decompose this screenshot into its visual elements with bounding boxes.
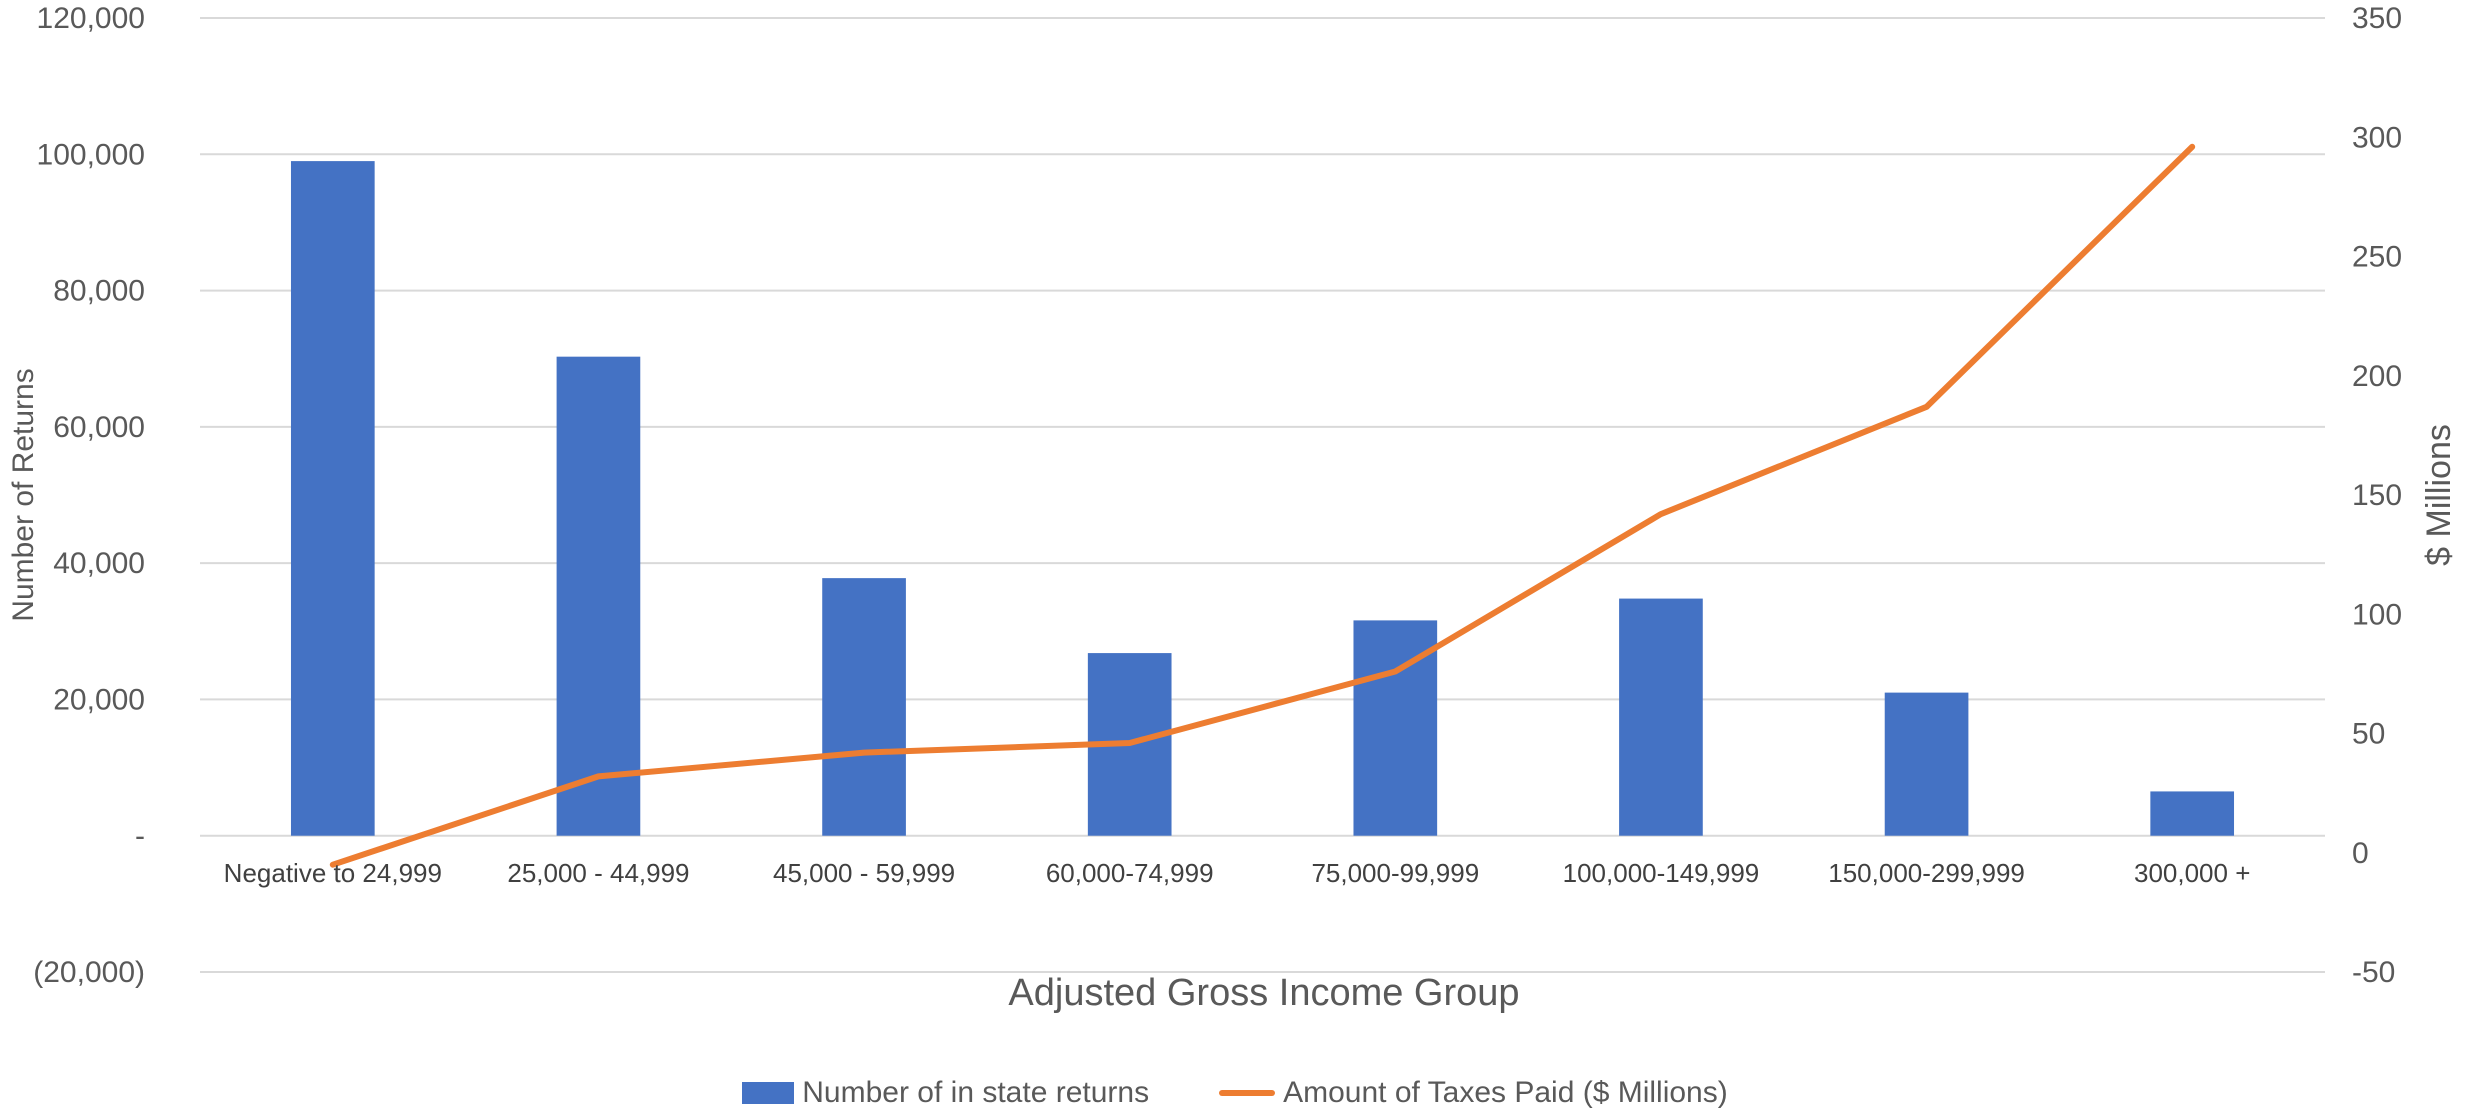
x-tick-label: 75,000-99,999 — [1311, 858, 1479, 888]
bar — [290, 161, 375, 836]
line-series — [329, 143, 2196, 868]
x-tick-label: Negative to 24,999 — [224, 858, 442, 888]
y2-tick-label: 150 — [2352, 479, 2402, 512]
y-tick-label: (20,000) — [33, 956, 145, 989]
y2-axis-title: $ Millions — [2420, 424, 2458, 566]
legend: Number of in state returns Amount of Tax… — [0, 1068, 2470, 1118]
y2-tick-label: 250 — [2352, 241, 2402, 274]
x-tick-label: 25,000 - 44,999 — [507, 858, 689, 888]
legend-bar-label: Number of in state returns — [802, 1076, 1150, 1109]
y2-tick-label: 300 — [2352, 121, 2402, 154]
legend-bar-swatch — [742, 1082, 795, 1104]
bar — [1884, 692, 1969, 836]
legend-item-line: Amount of Taxes Paid ($ Millions) — [1219, 1076, 1728, 1110]
y-axis-title: Number of Returns — [7, 368, 40, 621]
left-axis-ticks: (20,000) - 20,000 40,000 60,000 80,000 100,000… — [33, 2, 145, 989]
x-tick-label: 45,000 - 59,999 — [773, 858, 955, 888]
series-line — [329, 143, 2196, 868]
category-axis-labels: Negative to 24,999 25,000 - 44,999 45,000 … — [224, 858, 2251, 888]
x-tick-label: 60,000-74,999 — [1046, 858, 1214, 888]
y2-tick-label: 350 — [2352, 2, 2402, 35]
legend-item-bars: Number of in state returns — [742, 1076, 1149, 1110]
bar-series — [290, 161, 2235, 836]
y-tick-label: 40,000 — [53, 547, 145, 580]
bar — [1619, 598, 1703, 836]
y2-tick-label: 0 — [2352, 837, 2369, 870]
bar — [2150, 791, 2235, 836]
x-tick-label: 300,000 + — [2134, 858, 2250, 888]
legend-line-label: Amount of Taxes Paid ($ Millions) — [1283, 1076, 1728, 1109]
legend-line-swatch — [1219, 1090, 1276, 1096]
y-tick-label: 20,000 — [53, 683, 145, 716]
bar — [822, 578, 906, 836]
gridlines — [200, 17, 2325, 973]
y2-tick-label: 100 — [2352, 598, 2402, 631]
y2-tick-label: 200 — [2352, 360, 2402, 393]
y-tick-label: 120,000 — [37, 2, 145, 35]
x-tick-label: 150,000-299,999 — [1828, 858, 2025, 888]
y-tick-label: 100,000 — [37, 138, 145, 171]
bar — [556, 356, 641, 836]
right-axis-ticks: -50 0 50 100 150 200 250 300 350 — [2352, 2, 2402, 989]
y2-tick-label: -50 — [2352, 956, 2395, 989]
y-tick-label: 60,000 — [53, 411, 145, 444]
y-tick-label: 80,000 — [53, 275, 145, 308]
y2-tick-label: 50 — [2352, 718, 2385, 751]
x-axis-title: Adjusted Gross Income Group — [1008, 972, 1519, 1014]
x-tick-label: 100,000-149,999 — [1563, 858, 1760, 888]
y-tick-label: - — [135, 820, 145, 853]
